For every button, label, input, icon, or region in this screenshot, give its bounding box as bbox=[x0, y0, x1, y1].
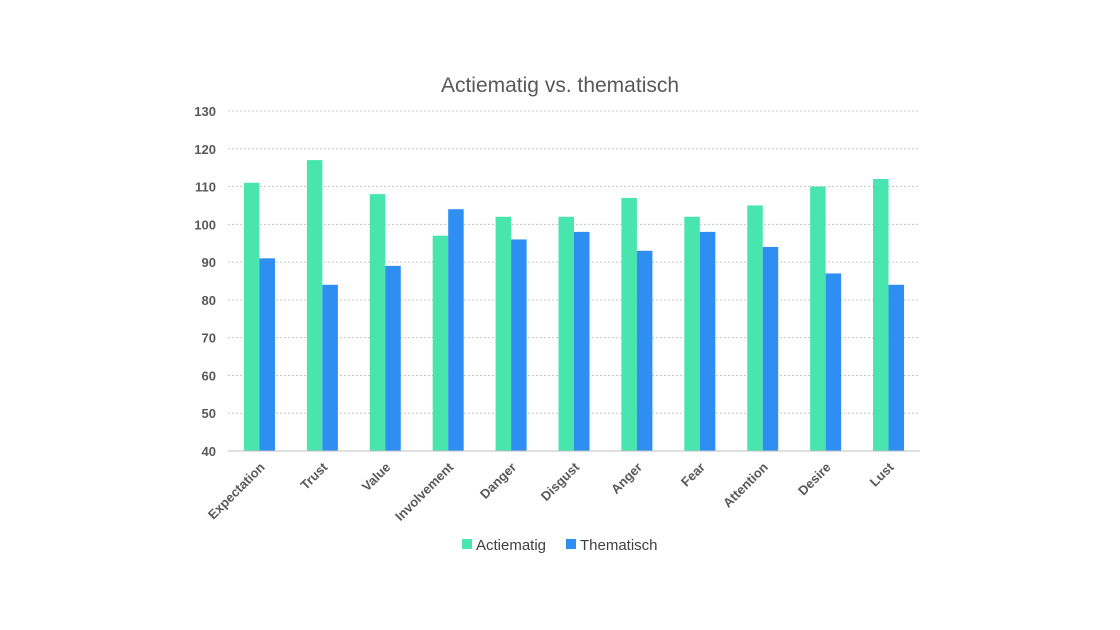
bar-thematisch-fear bbox=[699, 231, 716, 451]
y-tick-label: 70 bbox=[202, 331, 216, 346]
chart-title: Actiematig vs. thematisch bbox=[441, 74, 679, 97]
bar-thematisch-attention bbox=[762, 247, 779, 451]
y-tick-label: 60 bbox=[202, 368, 216, 383]
bar-thematisch-desire bbox=[825, 273, 842, 451]
bar-actiematig-disgust bbox=[558, 216, 574, 451]
x-tick-label: Anger bbox=[608, 460, 645, 497]
y-tick-label: 110 bbox=[195, 180, 216, 195]
legend-label-thematisch: Thematisch bbox=[580, 537, 658, 554]
y-tick-label: 120 bbox=[194, 142, 216, 157]
bar-thematisch-lust bbox=[888, 284, 905, 451]
bar-actiematig-anger bbox=[621, 197, 637, 451]
y-tick-label: 50 bbox=[202, 406, 216, 421]
legend: Actiematig Thematisch bbox=[462, 537, 658, 554]
bar-actiematig-trust bbox=[306, 160, 323, 451]
legend-swatch-actiematig bbox=[462, 539, 472, 549]
x-tick-label: Trust bbox=[297, 459, 331, 493]
y-tick-label: 80 bbox=[202, 293, 216, 308]
bar-thematisch-disgust bbox=[574, 231, 590, 451]
bar-actiematig-expectation bbox=[243, 182, 260, 451]
bar-actiematig-desire bbox=[810, 186, 826, 452]
x-tick-label: Fear bbox=[678, 460, 708, 490]
x-tick-label: Disgust bbox=[538, 459, 583, 504]
x-tick-label: Involvement bbox=[392, 459, 457, 524]
bar-actiematig-lust bbox=[873, 179, 889, 451]
bar-thematisch-involvement bbox=[448, 209, 464, 451]
bar-actiematig-value bbox=[369, 194, 386, 451]
x-tick-label: Expectation bbox=[205, 459, 268, 522]
y-tick-label: 40 bbox=[202, 444, 216, 459]
bar-actiematig-fear bbox=[684, 216, 700, 451]
bar-thematisch-expectation bbox=[259, 258, 275, 451]
bar-actiematig-involvement bbox=[432, 235, 449, 451]
legend-label-actiematig: Actiematig bbox=[476, 537, 546, 554]
y-tick-label: 100 bbox=[194, 217, 216, 232]
bar-thematisch-anger bbox=[636, 250, 653, 451]
y-tick-label: 130 bbox=[194, 104, 216, 119]
y-axis-ticks: 40 50 60 70 80 90 100 110 120 130 bbox=[194, 104, 216, 459]
x-tick-label: Desire bbox=[795, 460, 834, 499]
x-tick-label: Value bbox=[359, 460, 394, 495]
bars bbox=[243, 160, 905, 452]
y-tick-label: 90 bbox=[202, 255, 216, 270]
x-tick-label: Lust bbox=[867, 459, 897, 489]
x-tick-label: Attention bbox=[720, 459, 771, 510]
bar-thematisch-trust bbox=[322, 284, 338, 451]
bar-actiematig-attention bbox=[747, 205, 763, 451]
bar-thematisch-danger bbox=[511, 239, 527, 451]
legend-swatch-thematisch bbox=[566, 539, 576, 549]
bar-thematisch-value bbox=[385, 265, 401, 451]
x-tick-label: Danger bbox=[477, 460, 519, 502]
bar-actiematig-danger bbox=[495, 216, 512, 451]
